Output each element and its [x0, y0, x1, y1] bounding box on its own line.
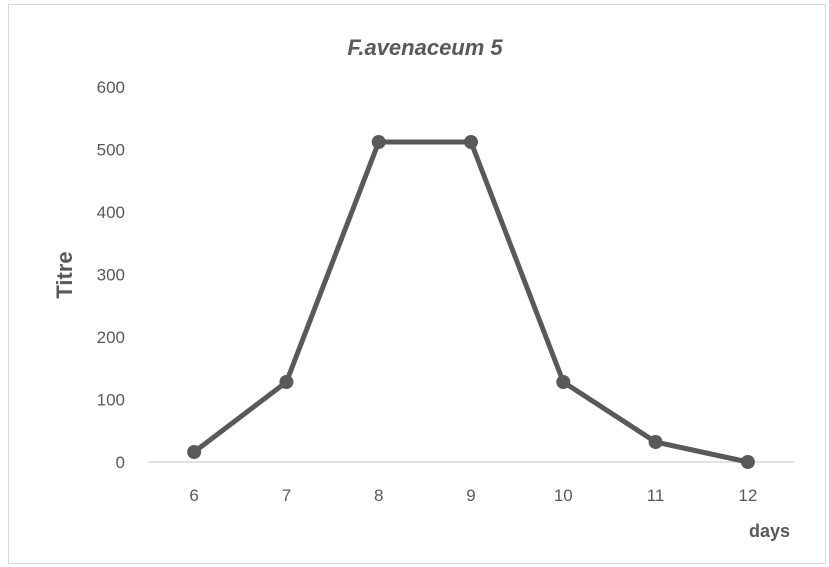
data-point	[371, 135, 386, 149]
y-tick-label: 100	[97, 391, 125, 410]
x-tick-label: 7	[282, 486, 291, 505]
series-line	[191, 139, 751, 465]
x-axis-title: days	[749, 521, 790, 541]
x-tick-label: 12	[738, 486, 757, 505]
data-point	[648, 435, 663, 449]
chart-title: F.avenaceum 5	[347, 35, 503, 60]
x-tick-label: 6	[189, 486, 198, 505]
data-point	[187, 445, 202, 459]
y-tick-label: 0	[116, 453, 125, 472]
data-point	[740, 455, 755, 469]
chart-frame	[8, 4, 826, 564]
data-point	[279, 375, 294, 389]
y-tick-label: 600	[97, 78, 125, 97]
y-tick-label: 500	[97, 141, 125, 160]
x-tick-label: 8	[374, 486, 383, 505]
x-axis-tick-labels: 6 7 8 9 10 11 12	[189, 486, 757, 505]
x-tick-label: 11	[647, 486, 665, 505]
y-tick-label: 400	[97, 203, 125, 222]
y-tick-label: 200	[97, 328, 125, 347]
y-tick-label: 300	[97, 266, 125, 285]
y-axis-title: Titre	[52, 251, 77, 298]
x-tick-label: 10	[554, 486, 573, 505]
x-tick-label: 9	[466, 486, 475, 505]
data-point	[464, 135, 478, 149]
y-axis-tick-labels: 0 100 200 300 400 500 600	[97, 78, 125, 472]
series-layer	[187, 135, 755, 469]
data-point	[556, 375, 571, 389]
